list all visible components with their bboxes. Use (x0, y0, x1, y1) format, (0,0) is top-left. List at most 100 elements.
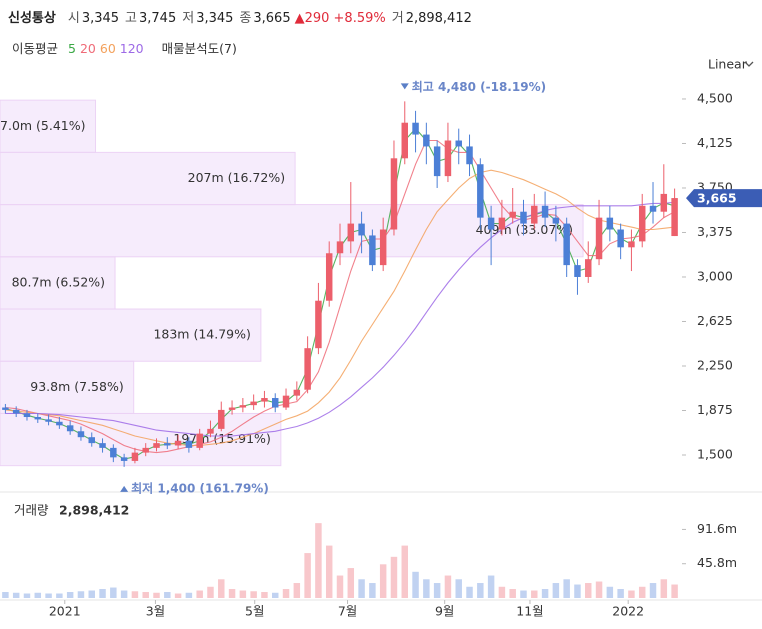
y-tick-label: 1,500 (697, 446, 733, 461)
candle-body (304, 348, 311, 390)
volume-bar (585, 583, 592, 598)
candle-body (606, 217, 614, 230)
x-tick-label: 2022 (612, 604, 644, 619)
volume-profile-bar (0, 204, 584, 258)
volume-bar (412, 571, 419, 598)
volume-bar (638, 586, 646, 598)
candle-body (401, 122, 408, 159)
y-tick-label: 3,000 (697, 268, 733, 283)
candle-body (531, 205, 538, 224)
candle-body (455, 140, 462, 147)
quote-label: 종 (239, 11, 252, 26)
candle-body (433, 146, 441, 177)
candle-body (390, 158, 398, 230)
volume-bar (23, 593, 31, 598)
candle-body (541, 205, 549, 218)
candle-body (293, 389, 301, 396)
volume-bar (574, 584, 581, 598)
candle-body (174, 440, 182, 446)
candle-body (628, 241, 635, 248)
moving-average-line (5, 169, 675, 447)
volume-bar (401, 545, 408, 598)
candle-body (347, 223, 355, 242)
y-tick-label: 4,500 (697, 90, 733, 105)
quote-value: 3,665 (253, 11, 291, 26)
volume-bar (56, 593, 63, 598)
candle-body (66, 425, 74, 432)
candle-body (99, 443, 106, 448)
volume-bar (66, 592, 74, 598)
volume-value: 2,898,412 (59, 503, 129, 518)
candle-body (164, 443, 171, 446)
moving-average-line (5, 139, 675, 454)
y-tick-label: 2,625 (697, 313, 733, 328)
scale-mode[interactable]: Linear (708, 57, 748, 72)
legend-title: 이동평균 (12, 41, 59, 56)
quote-label: 고 (125, 11, 137, 26)
candle-body (56, 421, 63, 426)
candle-body (520, 211, 527, 224)
candle-body (552, 217, 560, 224)
volume-bar (218, 579, 225, 598)
volume-bar (12, 592, 20, 598)
volume-bar (487, 575, 495, 598)
annotation-label: 최저 1,400 (161.79%) (131, 480, 269, 495)
profile-title[interactable]: 매물분석도(7) (161, 41, 237, 56)
quote-value: 2,898,412 (405, 11, 472, 26)
quote-value: 3,345 (81, 11, 120, 26)
candle-body (574, 265, 581, 277)
volume-bar (153, 592, 160, 598)
candle-body (487, 217, 495, 230)
volume-bar (369, 583, 376, 598)
volume-bar (304, 553, 311, 598)
candle-body (336, 241, 344, 254)
volume-bar (325, 545, 333, 598)
candle-body (34, 417, 42, 420)
volume-bar (336, 575, 344, 598)
x-tick-label: 9월 (435, 604, 454, 619)
quote-label: 저 (182, 11, 195, 26)
candle-body (261, 398, 268, 402)
candle-body (423, 134, 430, 147)
volume-bar (433, 583, 441, 598)
volume-bar (228, 589, 236, 598)
candle-body (660, 193, 668, 212)
legend-item: 5 (68, 41, 76, 56)
volume-bar (174, 593, 182, 598)
candle-body (88, 437, 95, 444)
dropdown-chevron[interactable] (744, 61, 754, 67)
current-price-label: 3,665 (697, 191, 737, 206)
candle-body (379, 229, 387, 266)
volume-profile-label: 80.7m (6.52%) (12, 274, 105, 289)
candle-body (466, 146, 473, 165)
volume-bar (423, 579, 430, 598)
y-tick-label: 3,375 (697, 224, 733, 239)
moving-average-line (5, 201, 675, 437)
volume-bar (390, 556, 398, 598)
candle-body (412, 122, 419, 135)
x-tick-label: 11월 (516, 604, 543, 619)
candle-body (23, 413, 31, 418)
volume-bar (498, 586, 506, 598)
volume-bar (531, 590, 538, 598)
volume-bar (563, 579, 570, 598)
candle-body (638, 205, 646, 242)
volume-bar (347, 568, 355, 598)
candle-body (250, 401, 257, 406)
volume-bar (477, 583, 484, 598)
volume-bar (649, 583, 657, 598)
volume-bar (110, 587, 117, 598)
volume-bar (196, 590, 203, 598)
volume-bar (164, 592, 171, 598)
candle-body (77, 431, 85, 438)
volume-bar (671, 584, 678, 598)
volume-bar (2, 592, 9, 598)
candle-body (110, 447, 117, 458)
candle-body (196, 433, 203, 448)
volume-profile-bar (0, 360, 135, 414)
volume-bar (293, 583, 301, 598)
y-tick-label: 45.8m (697, 555, 737, 570)
volume-bar (45, 593, 52, 598)
